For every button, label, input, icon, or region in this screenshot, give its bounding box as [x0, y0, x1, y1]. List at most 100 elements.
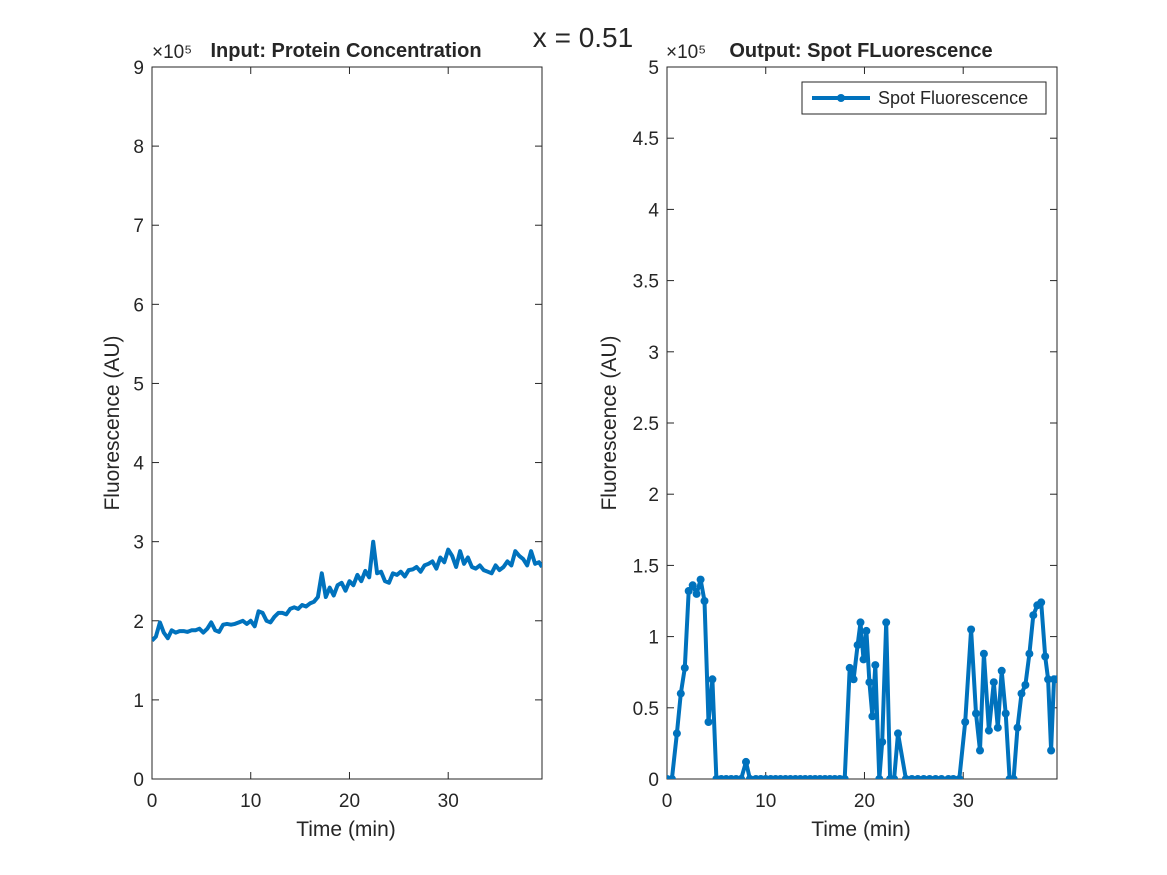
output-y-axis-label: Fluorescence (AU) [598, 335, 621, 510]
output-y-tick-label: 0 [648, 770, 659, 791]
output-y-tick-label: 4.5 [633, 129, 659, 150]
output-data-point [1029, 611, 1038, 620]
output-data-point [961, 718, 970, 726]
output-data-point [1037, 598, 1046, 607]
output-y-tick-label: 4 [648, 200, 659, 221]
output-y-tick-label: 2 [648, 485, 659, 506]
output-y-tick-label: 3.5 [633, 272, 659, 293]
output-data-point [865, 678, 874, 687]
output-data-point [692, 589, 701, 598]
output-data-point [993, 723, 1002, 732]
output-data-point [1013, 723, 1022, 732]
input-y-tick-label: 1 [133, 691, 144, 712]
output-data-point [676, 689, 685, 698]
output-data-point [868, 712, 877, 721]
output-data-point [931, 775, 940, 779]
output-data-point [742, 757, 750, 766]
output-y-tick-label: 1.5 [633, 556, 659, 577]
output-data-point [1009, 775, 1018, 779]
output-data-point [925, 775, 934, 779]
output-data-point [955, 775, 964, 779]
output-data-point [849, 675, 858, 684]
output-y-tick-label: 1 [648, 628, 659, 649]
output-data-point [737, 775, 746, 779]
output-data-point [1001, 709, 1010, 718]
output-data-point [745, 775, 754, 779]
input-y-tick-label: 2 [133, 612, 144, 633]
output-data-point [704, 718, 713, 726]
output-x-tick-label: 20 [854, 791, 875, 812]
output-data-point [997, 666, 1006, 675]
figure-suptitle: x = 0.51 [533, 22, 633, 53]
output-data-point [967, 625, 976, 634]
input-y-tick-label: 4 [133, 454, 144, 475]
input-x-tick-label: 0 [147, 791, 158, 812]
output-data-point [878, 738, 887, 746]
output-data-point [871, 661, 880, 670]
input-series-line [152, 539, 542, 642]
input-x-axis-label: Time (min) [296, 818, 396, 841]
output-data-point [1041, 652, 1050, 661]
output-data-point [1025, 649, 1034, 658]
output-spot-axes: Output: Spot FLuorescence Time (min) Flu… [598, 40, 1058, 841]
output-data-point [984, 726, 993, 735]
output-data-point [845, 663, 854, 672]
input-x-tick-label: 30 [438, 791, 459, 812]
output-data-point [859, 655, 868, 664]
output-legend-marker-sample [837, 94, 845, 102]
output-data-point [1047, 746, 1056, 755]
output-axes-title: Output: Spot FLuorescence [729, 40, 992, 62]
output-data-point [894, 729, 902, 738]
output-data-point [890, 775, 899, 779]
output-data-point [688, 581, 697, 590]
output-data-point [672, 729, 681, 738]
input-axes-title: Input: Protein Concentration [210, 40, 481, 62]
output-data-point [862, 626, 871, 635]
output-data-point [840, 775, 849, 779]
input-y-tick-label: 0 [133, 770, 144, 791]
output-data-point [680, 663, 689, 672]
output-data-point [989, 678, 998, 687]
input-y-tick-label: 9 [133, 58, 144, 79]
output-data-point [667, 775, 676, 779]
output-series-line [667, 577, 1057, 779]
input-y-tick-label: 5 [133, 374, 144, 395]
output-x-tick-label: 10 [755, 791, 776, 812]
output-data-point [708, 675, 717, 684]
output-data-point [1021, 681, 1030, 689]
output-data-point [979, 649, 988, 658]
output-data-point [1017, 689, 1026, 698]
output-data-point [976, 746, 984, 755]
output-y-tick-label: 5 [648, 58, 659, 79]
input-y-exponent-label: ×10⁵ [152, 42, 192, 63]
output-data-point [696, 575, 705, 584]
output-y-tick-label: 0.5 [633, 699, 659, 720]
input-y-axis-label: Fluorescence (AU) [101, 335, 124, 510]
input-y-tick-label: 8 [133, 137, 144, 158]
output-data-point [937, 775, 946, 779]
output-data-point [901, 775, 910, 779]
output-data-point [856, 618, 865, 627]
output-data-point [1053, 675, 1057, 684]
output-data-point [882, 618, 891, 627]
output-data-point [907, 775, 916, 779]
output-data-point [972, 709, 980, 718]
output-legend-entry: Spot Fluorescence [878, 88, 1028, 108]
output-data-point [1044, 675, 1053, 684]
output-y-tick-label: 3 [648, 343, 659, 364]
output-data-point [949, 775, 958, 779]
output-x-tick-label: 0 [662, 791, 673, 812]
input-y-tick-label: 6 [133, 295, 144, 316]
output-data-point [700, 597, 709, 605]
input-y-tick-label: 3 [133, 533, 144, 554]
input-protein-axes: Input: Protein Concentration Time (min) … [101, 40, 543, 841]
output-data-point [875, 775, 884, 779]
output-x-axis-label: Time (min) [811, 818, 911, 841]
output-data-point [853, 641, 862, 650]
output-y-exponent-label: ×10⁵ [666, 42, 706, 63]
output-data-point [913, 775, 922, 779]
input-x-tick-label: 20 [339, 791, 360, 812]
input-axes-box [151, 66, 543, 780]
